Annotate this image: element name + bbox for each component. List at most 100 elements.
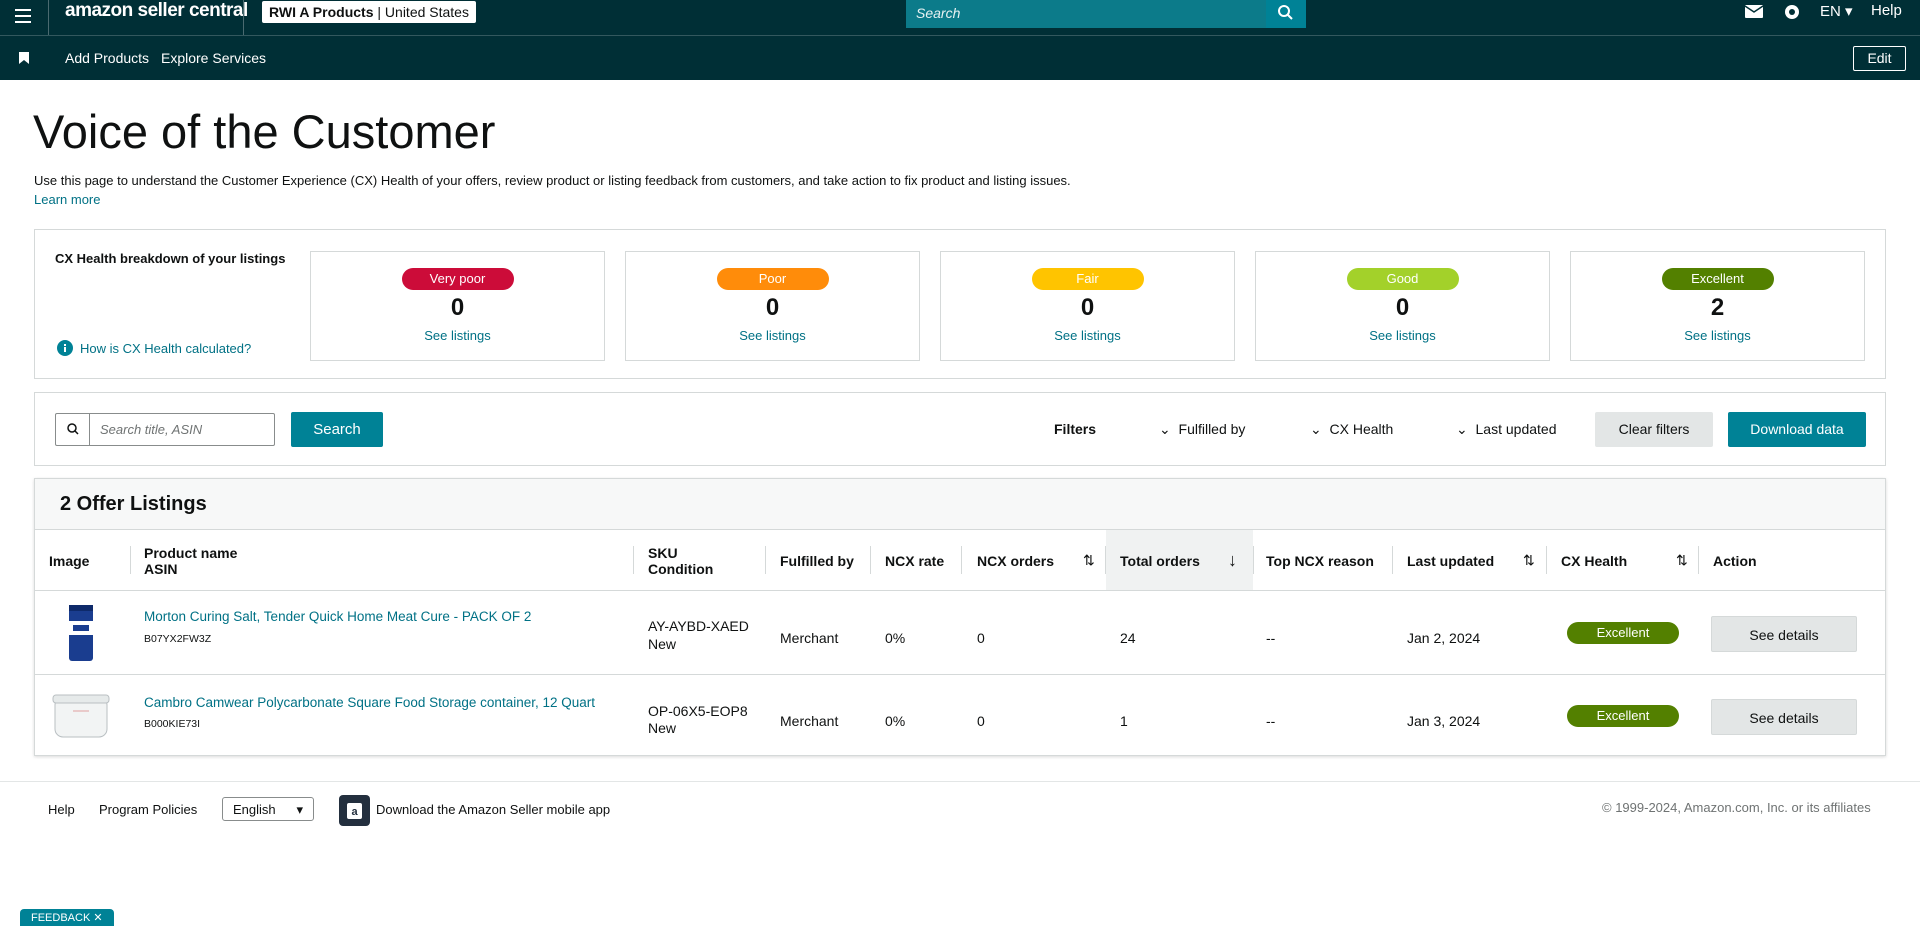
copyright: © 1999-2024, Amazon.com, Inc. or its aff…	[1602, 800, 1871, 815]
settings-icon[interactable]	[1782, 2, 1802, 22]
filter-name: Fulfilled by	[1178, 421, 1246, 437]
ncx_rate-cell: 0%	[885, 630, 906, 646]
see-details-button[interactable]: See details	[1711, 616, 1857, 652]
health-badge: Poor	[716, 268, 829, 290]
health-card: Very poor 0 See listings	[310, 251, 605, 361]
panel-title: CX Health breakdown of your listings	[55, 251, 286, 266]
column-header: Image	[49, 552, 90, 569]
logo[interactable]: amazon seller central	[65, 0, 248, 21]
sub-nav: Add Products Explore Services Edit	[0, 35, 1920, 80]
footer-link[interactable]: Program Policies	[99, 802, 198, 817]
filter-panel: Search title, ASIN Search Filters ⌄ Fulf…	[34, 392, 1886, 466]
bookmark-icon[interactable]	[19, 52, 29, 64]
product-link[interactable]: Cambro Camwear Polycarbonate Square Food…	[144, 695, 595, 710]
column-header: Top NCX reason	[1266, 552, 1374, 569]
search-box[interactable]: Search	[906, 0, 1266, 28]
language: EN	[1820, 3, 1841, 20]
sort-icon[interactable]: ⇅	[1523, 552, 1535, 568]
column-header[interactable]: Last updated	[1407, 552, 1495, 569]
column-header: Product name ASIN	[144, 530, 237, 591]
product-link[interactable]: Morton Curing Salt, Tender Quick Home Me…	[144, 609, 532, 624]
column-name: SKU	[648, 544, 678, 561]
page-title: Voice of the Customer	[33, 105, 496, 158]
asin: B07YX2FW3Z	[144, 633, 212, 645]
column-header: Action	[1713, 552, 1757, 569]
feedback-tab[interactable]: FEEDBACK ✕	[20, 909, 114, 926]
product-image	[61, 601, 101, 668]
fulfilled-cell: Merchant	[780, 713, 839, 729]
see-details-button[interactable]: See details	[1711, 699, 1857, 735]
filters-label: Filters	[1054, 421, 1097, 437]
see-listings[interactable]: See listings	[1369, 328, 1436, 343]
listing-count: 0	[765, 294, 780, 321]
nav-link[interactable]: Explore Services	[161, 50, 267, 66]
updated-cell: Jan 3, 2024	[1407, 713, 1481, 729]
search-input[interactable]: Search title, ASIN	[55, 413, 275, 446]
account-switcher[interactable]: RWI A Products | United States	[262, 1, 476, 23]
column-header[interactable]: Total orders	[1120, 552, 1200, 569]
filter-name: CX Health	[1329, 421, 1394, 437]
column-header: NCX rate	[885, 552, 945, 569]
marketplace: United States	[384, 4, 469, 20]
health-badge: Excellent	[1567, 622, 1679, 644]
cx-health-panel: CX Health breakdown of your listings How…	[34, 229, 1886, 379]
top-bar: amazon seller central RWI A Products | U…	[0, 0, 1920, 35]
see-listings[interactable]: See listings	[739, 328, 806, 343]
edit-button[interactable]: Edit	[1853, 46, 1906, 71]
column-header[interactable]: CX Health	[1561, 552, 1628, 569]
menu-icon[interactable]	[15, 9, 31, 23]
see-listings[interactable]: See listings	[424, 328, 491, 343]
column-header[interactable]: NCX orders	[977, 552, 1055, 569]
total_orders-cell: 24	[1120, 630, 1136, 646]
health-badge: Very poor	[401, 268, 514, 290]
filter-dropdown[interactable]: ⌄ Last updated	[1456, 421, 1557, 437]
sort-icon[interactable]: ⇅	[1083, 552, 1095, 568]
learn-more[interactable]: Learn more	[34, 192, 101, 207]
footer-link[interactable]: Help	[48, 802, 75, 817]
clear-filters[interactable]: Clear filters	[1595, 412, 1713, 447]
filter-dropdown[interactable]: ⌄ Fulfilled by	[1159, 421, 1246, 437]
health-card: Poor 0 See listings	[625, 251, 920, 361]
language-select[interactable]: English ▾	[222, 797, 314, 821]
total_orders-cell: 1	[1120, 713, 1128, 729]
column-name: ASIN	[144, 560, 178, 577]
see-listings[interactable]: See listings	[1054, 328, 1121, 343]
health-card: Excellent 2 See listings	[1570, 251, 1865, 361]
app-link[interactable]: Download the Amazon Seller mobile app	[376, 802, 611, 817]
search-button[interactable]	[1266, 0, 1306, 28]
help-link[interactable]: Help	[1871, 2, 1902, 19]
sort-icon[interactable]: ⇅	[1676, 552, 1688, 568]
listing-count: 0	[1395, 294, 1410, 321]
sort-icon[interactable]: ↓	[1228, 550, 1237, 570]
product-image	[49, 689, 113, 746]
listings-table: 2 Offer Listings Image Product name ASIN …	[34, 478, 1886, 756]
help-link[interactable]: How is CX Health calculated?	[80, 341, 252, 356]
column-header: Fulfilled by	[780, 552, 854, 569]
language-menu[interactable]: EN ▾	[1820, 3, 1853, 20]
language: English	[233, 802, 276, 817]
column-header: SKU Condition	[648, 530, 713, 591]
sku: OP-06X5-EOP8	[648, 703, 748, 719]
condition: New	[648, 720, 677, 736]
mail-icon[interactable]	[1744, 4, 1764, 20]
download-button[interactable]: Download data	[1728, 412, 1866, 447]
feedback-label: FEEDBACK	[31, 912, 91, 924]
search-placeholder: Search title, ASIN	[100, 422, 203, 437]
health-badge: Excellent	[1661, 268, 1774, 290]
search-placeholder: Search	[916, 5, 961, 21]
filter-dropdown[interactable]: ⌄ CX Health	[1310, 421, 1394, 437]
see-listings[interactable]: See listings	[1684, 328, 1751, 343]
asin: B000KIE73I	[144, 718, 201, 730]
nav-link[interactable]: Add Products	[65, 50, 150, 66]
column-name: Condition	[648, 560, 714, 577]
ncx_orders-cell: 0	[977, 630, 985, 646]
health-badge: Fair	[1031, 268, 1144, 290]
table-header: Image Product name ASIN SKU Condition Fulf…	[35, 530, 1885, 591]
health-badge: Excellent	[1567, 705, 1679, 727]
health-card: Fair 0 See listings	[940, 251, 1235, 361]
reason-cell: --	[1266, 630, 1276, 646]
search-button[interactable]: Search	[291, 412, 383, 447]
ncx_rate-cell: 0%	[885, 713, 906, 729]
info-icon	[57, 340, 73, 356]
